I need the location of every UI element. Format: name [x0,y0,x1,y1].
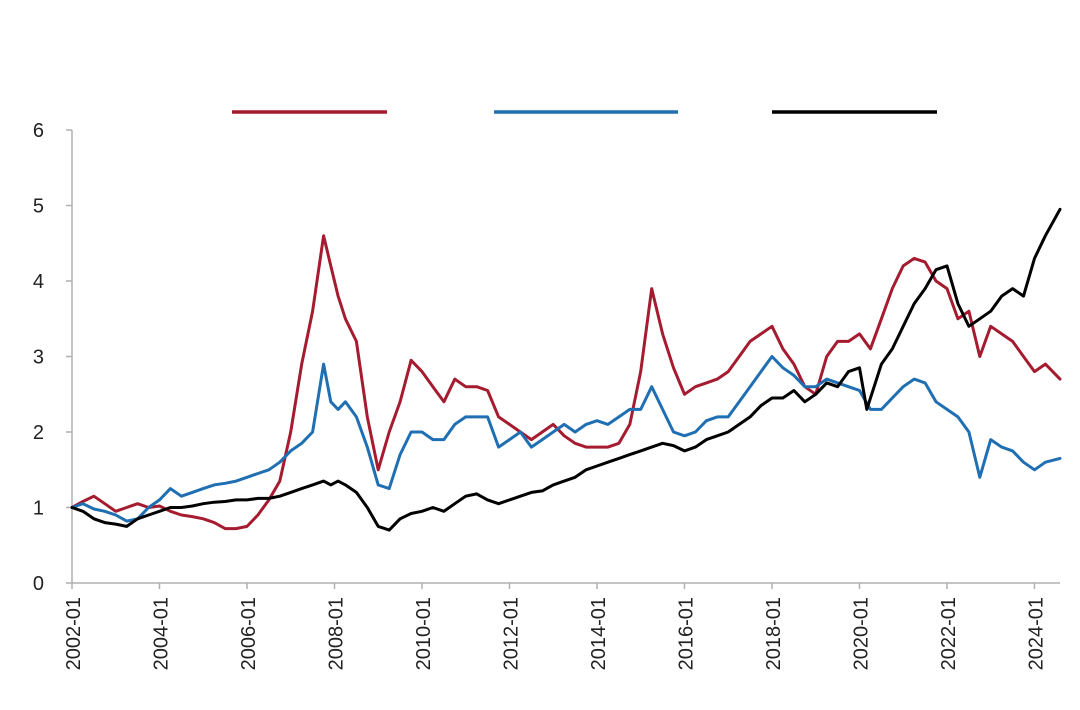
series-group [70,207,1062,532]
y-tick-label: 6 [33,120,44,142]
y-tick-label: 1 [33,498,44,520]
y-tick-label: 2 [33,422,44,444]
x-tick-label: 2016-01 [675,597,697,670]
x-tick-label: 2020-01 [850,597,872,670]
x-tick-label: 2002-01 [63,597,85,670]
x-tick-label: 2012-01 [500,597,522,670]
x-tick-label: 2014-01 [588,597,610,670]
y-tick-label: 3 [33,347,44,369]
series-line-3 [70,207,1062,532]
x-tick-label: 2006-01 [238,597,260,670]
x-tick-label: 2018-01 [763,597,785,670]
y-tick-label: 0 [33,573,44,595]
x-axis: 2002-01 2004-01 2006-01 2008-01 2010-01 2012-… [63,582,1060,670]
series-line-1 [70,234,1062,531]
x-tick-label: 2010-01 [413,597,435,670]
x-tick-label: 2024-01 [1025,597,1047,670]
y-axis: 0 1 2 3 4 5 6 [33,120,73,595]
x-tick-label: 2004-01 [150,597,172,670]
series-line-2 [70,355,1062,523]
y-tick-label: 5 [33,196,44,218]
y-tick-label: 4 [33,271,44,293]
x-tick-label: 2022-01 [938,597,960,670]
x-tick-label: 2008-01 [325,597,347,670]
